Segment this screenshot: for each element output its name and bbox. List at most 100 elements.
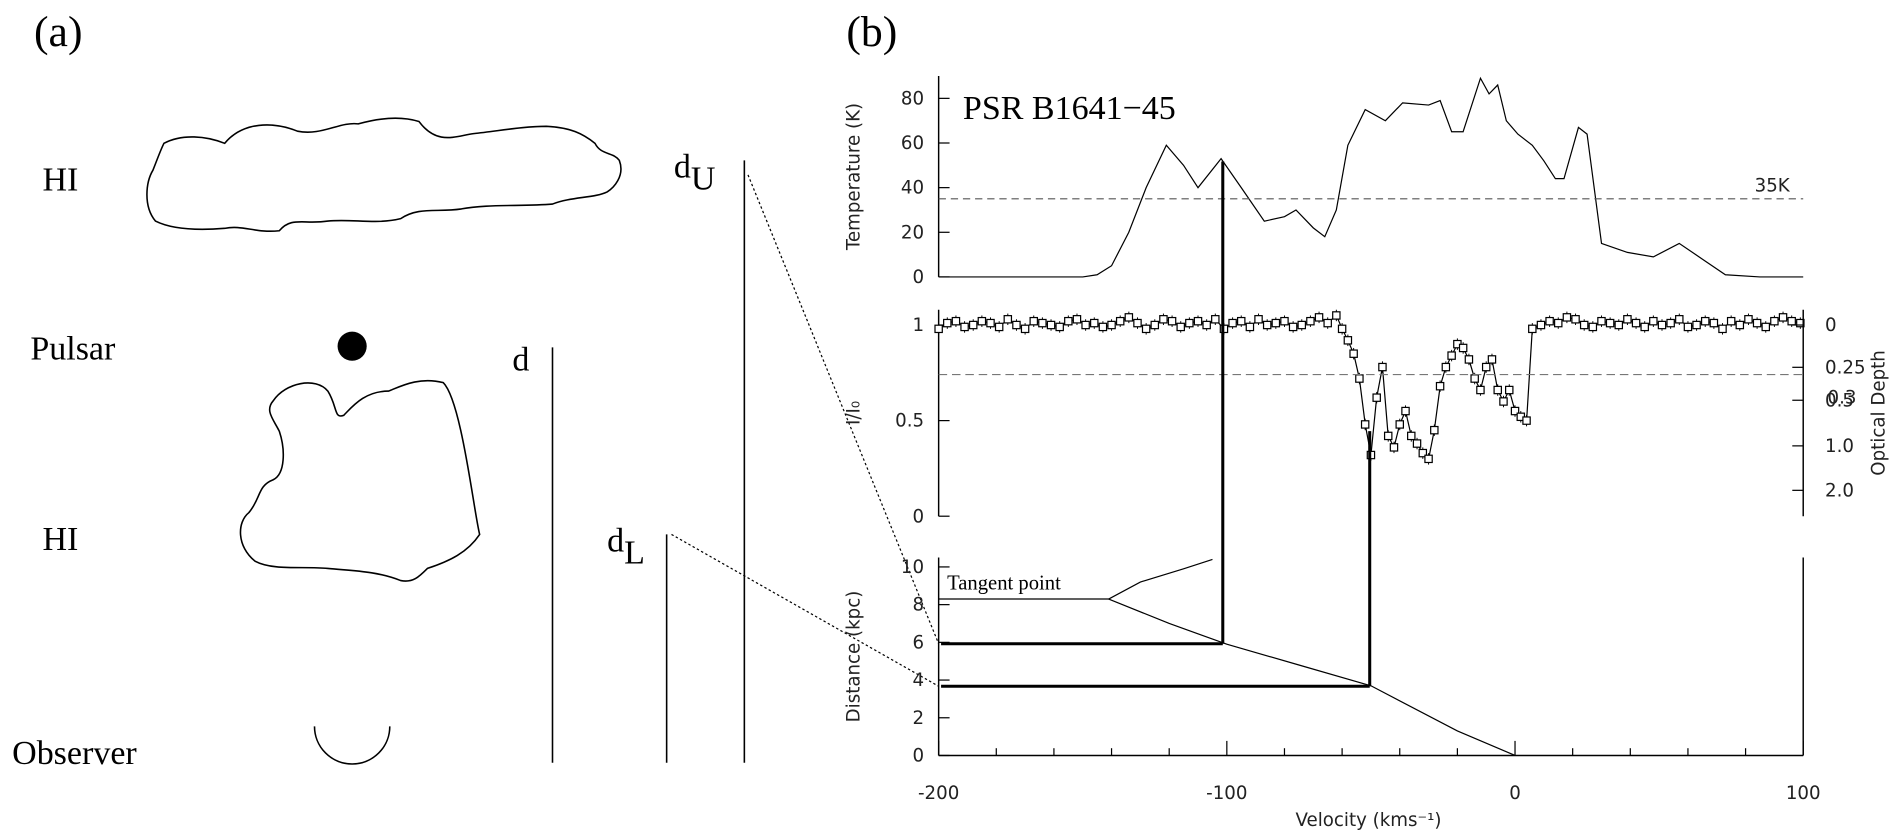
x-tick-label: -100	[1206, 783, 1247, 804]
data-point	[943, 318, 952, 328]
data-point	[1458, 343, 1468, 353]
cloud-label: HI	[43, 521, 79, 558]
data-point	[1245, 322, 1255, 332]
label-sub: L	[624, 535, 645, 572]
data-point	[1726, 316, 1736, 326]
data-point	[1090, 318, 1099, 328]
data-point	[1752, 318, 1762, 328]
data-point	[1487, 355, 1497, 364]
data-point	[1761, 322, 1770, 332]
y-tick-label: 80	[901, 88, 924, 109]
data-point	[1796, 318, 1805, 328]
data-point	[1314, 313, 1324, 322]
data-point	[1464, 355, 1474, 364]
data-point	[1554, 318, 1563, 328]
data-point	[934, 324, 943, 334]
data-point	[1306, 316, 1315, 326]
data-point	[986, 318, 995, 328]
data-point	[1614, 320, 1624, 330]
data-point	[1435, 381, 1445, 391]
data-point	[994, 322, 1004, 332]
data-point	[1441, 362, 1451, 372]
data-point	[1383, 431, 1393, 441]
projection-line	[747, 174, 940, 644]
tangent-label: Tangent point	[947, 572, 1061, 594]
observer-label: Observer	[12, 735, 137, 772]
y-tick-label: 1	[912, 315, 924, 336]
data-point	[1349, 349, 1358, 358]
data-point	[1605, 318, 1615, 328]
data-point	[1124, 313, 1134, 322]
data-point	[1597, 316, 1606, 326]
data-point	[1718, 324, 1727, 334]
data-point	[1003, 315, 1013, 324]
data-point	[1176, 322, 1185, 332]
data-point	[951, 316, 961, 326]
data-point	[1395, 420, 1404, 429]
data-point	[1631, 318, 1641, 328]
data-point	[1038, 318, 1047, 328]
data-point	[1470, 374, 1479, 383]
data-point	[1064, 316, 1073, 326]
data-point	[1418, 448, 1428, 458]
data-point	[1185, 318, 1194, 328]
data-point	[1401, 406, 1410, 416]
data-point	[1167, 316, 1177, 326]
data-point	[1378, 362, 1387, 372]
data-point	[1675, 315, 1684, 324]
data-point	[1343, 336, 1353, 345]
data-point	[1481, 362, 1491, 372]
data-point	[1447, 351, 1456, 360]
data-point	[1778, 313, 1788, 322]
data-point	[1072, 315, 1082, 324]
data-point	[1499, 397, 1508, 406]
data-point	[1133, 318, 1142, 328]
panel-label: (b)	[846, 8, 897, 56]
data-point	[1571, 315, 1580, 324]
data-point	[1657, 320, 1667, 330]
chart-title: PSR B1641−45	[963, 90, 1176, 127]
data-point	[1355, 374, 1364, 383]
data-point	[1202, 320, 1211, 330]
data-point	[1372, 393, 1381, 402]
data-point	[1046, 320, 1056, 330]
data-point	[1107, 320, 1116, 330]
y2-tick-label: 0	[1825, 315, 1837, 336]
x-tick-label: 0	[1509, 783, 1521, 804]
data-point	[1407, 431, 1416, 441]
y-tick-label: 0	[912, 267, 924, 288]
data-point	[1545, 316, 1554, 326]
data-line	[938, 314, 1801, 461]
data-point	[1744, 315, 1753, 324]
data-point	[1081, 320, 1090, 330]
data-point	[1579, 320, 1589, 330]
data-point	[1476, 385, 1485, 395]
x-tick-label: 100	[1786, 783, 1821, 804]
y-tick-label: 60	[901, 133, 924, 154]
data-point	[1430, 425, 1439, 435]
y-tick-label: 40	[901, 178, 924, 199]
reference-label: 0.3	[1827, 388, 1856, 409]
y2-tick-label: 0.5	[1825, 390, 1854, 411]
y-tick-label: 0.5	[895, 411, 924, 432]
y2-tick-label: 0.25	[1825, 357, 1866, 378]
data-point	[1012, 320, 1021, 330]
data-point	[1141, 324, 1151, 334]
label-sub: U	[691, 160, 716, 197]
data-point	[1280, 316, 1289, 326]
data-point	[1683, 322, 1693, 332]
data-point	[1020, 324, 1030, 334]
y2-axis-label: Optical Depth	[1869, 350, 1890, 476]
data-point	[1271, 318, 1281, 328]
label-base: d	[607, 522, 624, 559]
y-axis-label: Temperature (K)	[844, 103, 865, 251]
hi-cloud	[146, 117, 622, 233]
data-point	[1562, 313, 1572, 322]
data-point	[1297, 320, 1307, 330]
data-point	[1254, 315, 1263, 324]
pulsar-label: Pulsar	[30, 331, 116, 368]
y-tick-label: 10	[901, 557, 924, 578]
data-point	[1493, 385, 1502, 395]
